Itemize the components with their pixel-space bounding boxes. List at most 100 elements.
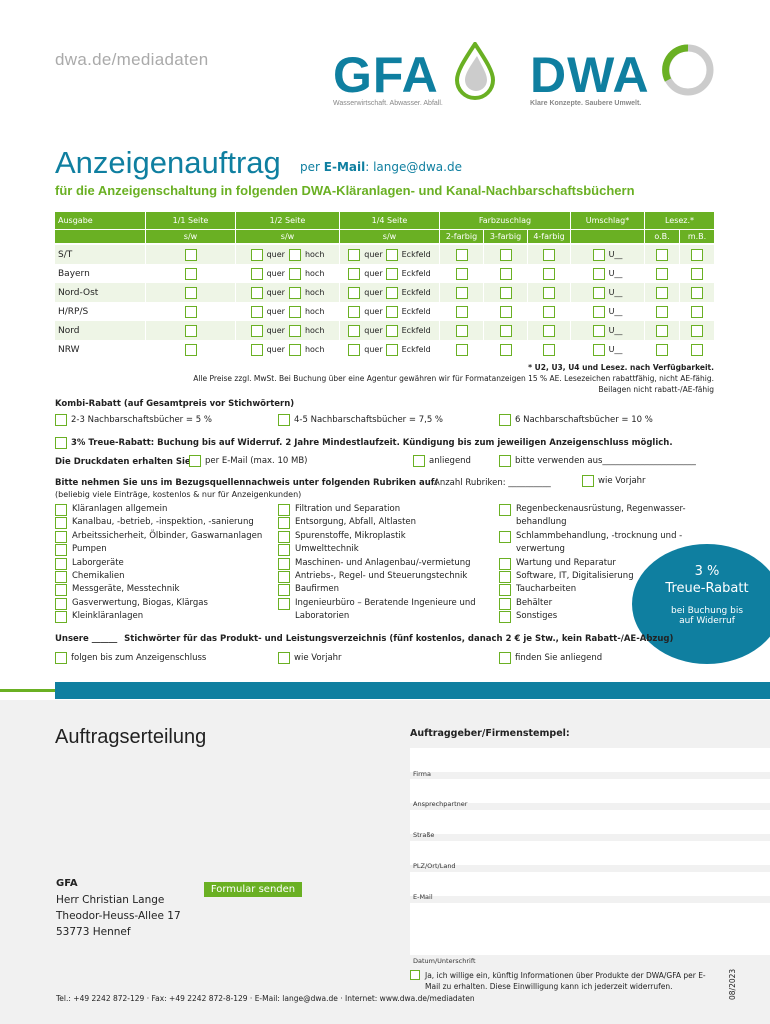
rubrik-item[interactable]: Spurenstoffe, Mikroplastik	[278, 530, 488, 543]
kombi-opt3[interactable]: 6 Nachbarschaftsbücher = 10 %	[499, 414, 653, 426]
checkbox[interactable]	[499, 248, 512, 261]
kombi-opt2[interactable]: 4-5 Nachbarschaftsbücher = 7,5 %	[278, 414, 443, 426]
checkbox[interactable]	[499, 504, 511, 516]
rubrik-item[interactable]: Filtration und Separation	[278, 503, 488, 516]
checkbox[interactable]	[385, 343, 398, 356]
opt-eckfeld[interactable]: Eckfeld	[385, 267, 431, 280]
checkbox[interactable]	[250, 286, 263, 299]
checkbox[interactable]	[184, 267, 197, 280]
druck-opt1[interactable]: per E-Mail (max. 10 MB)	[189, 455, 307, 467]
checkbox[interactable]	[250, 343, 263, 356]
kombi-opt1[interactable]: 2-3 Nachbarschaftsbücher = 5 %	[55, 414, 212, 426]
checkbox[interactable]	[55, 584, 67, 597]
checkbox[interactable]	[543, 248, 555, 261]
checkbox[interactable]	[184, 343, 197, 356]
checkbox[interactable]	[582, 475, 594, 487]
checkbox[interactable]	[543, 343, 555, 356]
checkbox[interactable]	[348, 286, 361, 299]
rubrik-item[interactable]: Laborgeräte	[55, 557, 270, 570]
checkbox[interactable]	[656, 343, 668, 356]
checkbox[interactable]	[691, 343, 703, 356]
druck-opt3[interactable]: bitte verwenden aus_____________________…	[499, 455, 696, 467]
checkbox[interactable]	[592, 248, 605, 261]
checkbox[interactable]	[455, 267, 468, 280]
checkbox[interactable]	[278, 504, 290, 516]
checkbox[interactable]	[499, 611, 511, 624]
checkbox[interactable]	[55, 414, 67, 426]
checkbox[interactable]	[288, 343, 301, 356]
send-form-button[interactable]: Formular senden	[204, 882, 302, 897]
checkbox[interactable]	[250, 324, 263, 337]
checkbox[interactable]	[55, 504, 67, 516]
checkbox[interactable]	[55, 544, 67, 557]
rubrik-item[interactable]: Taucharbeiten	[499, 583, 709, 597]
opt-eckfeld[interactable]: Eckfeld	[385, 286, 431, 299]
rubrik-item[interactable]: Entsorgung, Abfall, Altlasten	[278, 516, 488, 530]
rubrik-item[interactable]: Arbeitssicherheit, Ölbinder, Gaswarnanla…	[55, 530, 270, 543]
opt-quer[interactable]: quer	[348, 343, 383, 356]
checkbox[interactable]	[184, 324, 197, 337]
opt-quer[interactable]: quer	[250, 305, 285, 318]
checkbox[interactable]	[592, 324, 605, 337]
rubrik-item[interactable]: Kleinkläranlagen	[55, 610, 270, 624]
checkbox[interactable]	[455, 305, 468, 318]
checkbox[interactable]	[348, 267, 361, 280]
opt-quer[interactable]: quer	[348, 305, 383, 318]
checkbox[interactable]	[250, 248, 263, 261]
checkbox[interactable]	[691, 305, 703, 318]
opt-eckfeld[interactable]: Eckfeld	[385, 324, 431, 337]
checkbox[interactable]	[184, 286, 197, 299]
opt-quer[interactable]: quer	[250, 343, 285, 356]
signature-field[interactable]	[410, 903, 770, 955]
checkbox[interactable]	[55, 530, 67, 543]
firma-field[interactable]	[410, 748, 770, 772]
opt-hoch[interactable]: hoch	[288, 248, 324, 261]
opt-umschlag[interactable]: U__	[592, 343, 622, 356]
opt-quer[interactable]: quer	[348, 324, 383, 337]
checkbox[interactable]	[592, 286, 605, 299]
opt-hoch[interactable]: hoch	[288, 343, 324, 356]
rubrik-item[interactable]: Gasverwertung, Biogas, Klärgas	[55, 597, 270, 610]
stich-opt1[interactable]: folgen bis zum Anzeigenschluss	[55, 652, 206, 664]
checkbox[interactable]	[656, 324, 668, 337]
checkbox[interactable]	[656, 248, 668, 261]
checkbox[interactable]	[499, 343, 512, 356]
checkbox[interactable]	[499, 455, 511, 467]
checkbox[interactable]	[278, 530, 290, 543]
checkbox[interactable]	[455, 248, 468, 261]
checkbox[interactable]	[385, 286, 398, 299]
checkbox[interactable]	[656, 286, 668, 299]
checkbox[interactable]	[278, 557, 290, 570]
strasse-field[interactable]	[410, 810, 770, 834]
checkbox[interactable]	[592, 343, 605, 356]
checkbox[interactable]	[184, 305, 197, 318]
checkbox[interactable]	[55, 597, 67, 610]
rubrik-item[interactable]: Wartung und Reparatur	[499, 557, 709, 570]
checkbox[interactable]	[499, 286, 512, 299]
checkbox[interactable]	[543, 324, 555, 337]
opt-quer[interactable]: quer	[250, 286, 285, 299]
checkbox[interactable]	[455, 286, 468, 299]
checkbox[interactable]	[288, 248, 301, 261]
checkbox[interactable]	[499, 305, 512, 318]
checkbox[interactable]	[410, 970, 420, 980]
checkbox[interactable]	[278, 414, 290, 426]
checkbox[interactable]	[499, 597, 511, 610]
checkbox[interactable]	[413, 455, 425, 467]
checkbox[interactable]	[278, 517, 290, 530]
email-field[interactable]	[410, 872, 770, 896]
checkbox[interactable]	[691, 248, 703, 261]
checkbox[interactable]	[691, 267, 703, 280]
opt-hoch[interactable]: hoch	[288, 324, 324, 337]
stich-opt3[interactable]: finden Sie anliegend	[499, 652, 602, 664]
checkbox[interactable]	[55, 437, 67, 449]
plz-field[interactable]	[410, 841, 770, 865]
checkbox[interactable]	[184, 248, 197, 261]
rubrik-item[interactable]: Software, IT, Digitalisierung	[499, 570, 709, 584]
checkbox[interactable]	[499, 267, 512, 280]
checkbox[interactable]	[278, 571, 290, 584]
rubrik-item[interactable]: Maschinen- und Anlagenbau/-vermietung	[278, 557, 488, 570]
opt-eckfeld[interactable]: Eckfeld	[385, 305, 431, 318]
checkbox[interactable]	[385, 267, 398, 280]
checkbox[interactable]	[250, 267, 263, 280]
